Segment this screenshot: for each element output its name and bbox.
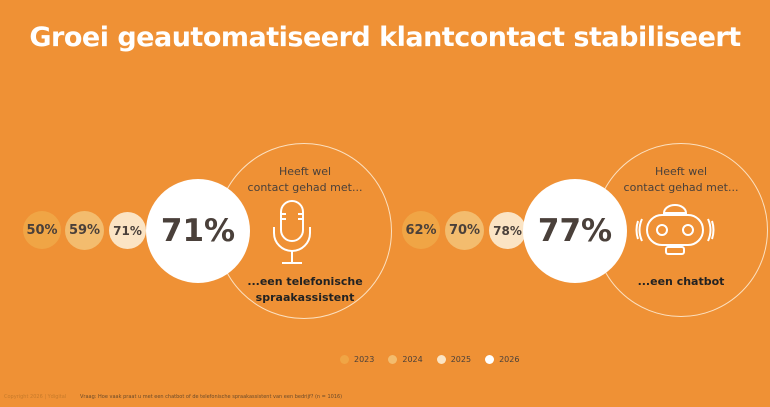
microphone-icon (273, 200, 311, 264)
legend-label: 2026 (499, 355, 520, 364)
heading-line: Heeft wel (654, 165, 708, 178)
group-label: ...een chatbot (637, 275, 725, 288)
heading-line: contact gehad met... (623, 181, 739, 194)
robot-icon (635, 204, 715, 255)
heading-line: contact gehad met... (247, 181, 363, 194)
legend-label: 2025 (450, 355, 472, 364)
legend-swatch (340, 355, 349, 364)
group-heading: Heeft wel contact gehad met... (606, 164, 756, 196)
legend-item: 2023 (340, 355, 374, 364)
bubble-2024: 70% (445, 211, 484, 250)
legend-swatch (485, 355, 495, 364)
group-heading: Heeft wel contact gehad met... (230, 164, 380, 196)
legend-label: 2024 (402, 355, 423, 364)
legend: 2023 2024 2025 2026 (340, 355, 519, 364)
bubble-2025: 71% (109, 212, 146, 249)
question-note: Vraag: Hoe vaak praat u met een chatbot … (80, 394, 343, 400)
group-label: ...een telefonische spraakassistent (247, 275, 363, 304)
legend-item: 2026 (485, 355, 519, 364)
legend-item: 2024 (388, 355, 423, 364)
bubble-2025: 78% (489, 212, 526, 249)
bubble-2023: 62% (402, 211, 440, 249)
bubble-2026: 71% (146, 179, 250, 283)
page-title: Groei geautomatiseerd klantcontact stabi… (29, 22, 741, 53)
legend-swatch (388, 355, 398, 364)
bubble-2024: 59% (65, 211, 104, 250)
legend-swatch (436, 355, 446, 364)
heading-line: Heeft wel (278, 165, 332, 178)
bubble-2023: 50% (23, 211, 61, 249)
copyright: Copyright 2026 | Ydigital (4, 394, 67, 400)
legend-item: 2025 (436, 355, 472, 364)
legend-label: 2023 (354, 355, 375, 364)
bubble-2026: 77% (523, 179, 627, 283)
